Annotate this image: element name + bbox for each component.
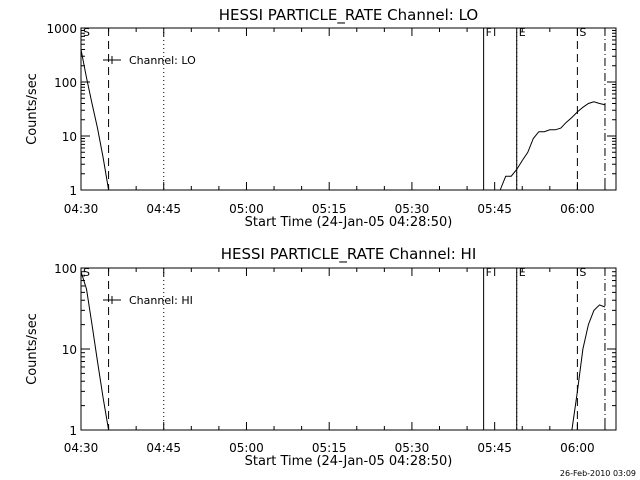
x-axis-label: Start Time (24-Jan-05 04:28:50) xyxy=(245,454,453,469)
event-marker-label: F xyxy=(486,26,492,39)
panel-hi: HESSI PARTICLE_RATE Channel: HI 04:30 04:4… xyxy=(25,245,617,469)
y-tick-label: 100 xyxy=(54,262,77,276)
series-line xyxy=(80,49,110,191)
x-tick-label: 05:00 xyxy=(229,202,264,216)
chart-title: HESSI PARTICLE_RATE Channel: LO xyxy=(219,6,478,25)
panel-lo: HESSI PARTICLE_RATE Channel: LO 04:30 04:4… xyxy=(25,6,617,230)
x-tick-label: 05:15 xyxy=(312,441,347,455)
legend-label: Channel: HI xyxy=(129,294,193,307)
plot-frame xyxy=(80,267,617,431)
event-marker-label: E xyxy=(519,26,526,39)
event-marker-label: S xyxy=(83,26,90,39)
plot-timestamp: 26-Feb-2010 03:09 xyxy=(560,469,636,478)
x-tick-label: 05:00 xyxy=(229,441,264,455)
y-tick-label: 1 xyxy=(69,424,77,438)
y-tick-label: 1 xyxy=(69,184,77,198)
plot-frame xyxy=(80,27,617,191)
x-tick-label: 05:15 xyxy=(312,202,347,216)
y-axis-label: Counts/sec xyxy=(25,313,40,385)
x-tick-label: 06:00 xyxy=(560,441,595,455)
x-tick-label: 04:30 xyxy=(64,202,99,216)
series-line xyxy=(499,101,606,191)
series-line xyxy=(80,271,110,431)
x-tick-label: 05:30 xyxy=(395,441,430,455)
x-tick-label: 05:30 xyxy=(395,202,430,216)
event-marker-label: E xyxy=(519,266,526,279)
x-axis-label: Start Time (24-Jan-05 04:28:50) xyxy=(245,215,453,230)
event-marker-label: S xyxy=(579,266,586,279)
y-axis-label: Counts/sec xyxy=(25,73,40,145)
legend-label: Channel: LO xyxy=(129,54,196,67)
y-tick-label: 1000 xyxy=(46,22,77,36)
chart-title: HESSI PARTICLE_RATE Channel: HI xyxy=(221,245,477,264)
x-tick-label: 04:45 xyxy=(146,441,181,455)
x-tick-label: 05:45 xyxy=(477,441,512,455)
y-tick-label: 10 xyxy=(62,130,77,144)
y-tick-label: 100 xyxy=(54,76,77,90)
x-tick-label: 04:45 xyxy=(146,202,181,216)
series-line xyxy=(571,304,606,431)
event-marker-label: F xyxy=(486,266,492,279)
y-tick-label: 10 xyxy=(62,343,77,357)
x-tick-label: 04:30 xyxy=(64,441,99,455)
event-marker-label: S xyxy=(579,26,586,39)
x-tick-label: 06:00 xyxy=(560,202,595,216)
event-marker-label: S xyxy=(83,266,90,279)
x-tick-label: 05:45 xyxy=(477,202,512,216)
